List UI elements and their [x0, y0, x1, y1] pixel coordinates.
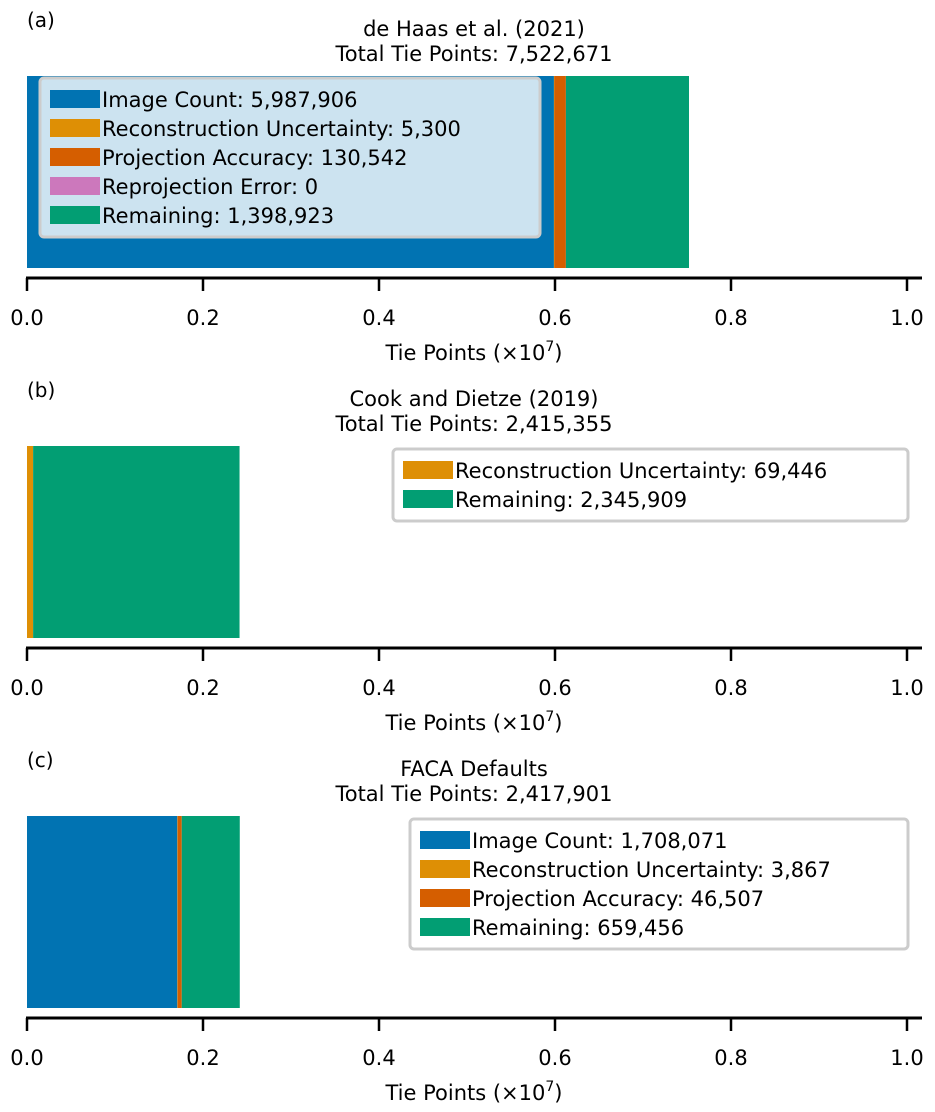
panel-label: (a) — [27, 8, 55, 32]
chart-title: FACA Defaults — [400, 757, 548, 781]
x-tick-label: 0.8 — [714, 306, 747, 330]
x-tick-label: 0.4 — [362, 306, 395, 330]
legend-label: Remaining: 2,345,909 — [455, 488, 687, 512]
legend-swatch — [50, 206, 100, 224]
legend-swatch — [420, 918, 470, 936]
legend-label: Remaining: 1,398,923 — [102, 204, 334, 228]
legend-swatch — [420, 889, 470, 907]
legend-frame — [391, 447, 910, 523]
x-axis-label: Tie Points (×107) — [384, 339, 562, 365]
bar-segment-projection-accuracy — [554, 76, 566, 268]
legend-label: Reprojection Error: 0 — [102, 175, 318, 199]
legend-label: Remaining: 659,456 — [472, 916, 684, 940]
legend-swatch — [420, 860, 470, 878]
bar-segment-reconstruction-uncertainty — [27, 446, 34, 638]
legend-label: Projection Accuracy: 130,542 — [102, 146, 407, 170]
x-tick-label: 0.6 — [538, 1046, 571, 1070]
x-tick-label: 0.0 — [10, 676, 43, 700]
legend-swatch — [420, 831, 470, 849]
legend-label: Reconstruction Uncertainty: 5,300 — [102, 117, 461, 141]
bar-segment-projection-accuracy — [177, 816, 182, 1008]
legend-swatch — [50, 177, 100, 195]
x-axis-label: Tie Points (×107) — [384, 709, 562, 735]
legend-swatch — [50, 148, 100, 166]
chart-subtitle: Total Tie Points: 2,415,355 — [334, 412, 612, 436]
x-tick-label: 0.0 — [10, 1046, 43, 1070]
x-tick-label: 0.6 — [538, 676, 571, 700]
chart-subtitle: Total Tie Points: 7,522,671 — [334, 42, 612, 66]
x-tick-label: 1.0 — [890, 1046, 923, 1070]
legend: Image Count: 5,987,906 Reconstruction Unc… — [38, 76, 542, 239]
legend-swatch — [50, 90, 100, 108]
legend-frame — [38, 76, 542, 239]
legend: Reconstruction Uncertainty: 69,446 Remain… — [391, 447, 910, 523]
x-tick-label: 0.2 — [186, 1046, 219, 1070]
panel-label: (c) — [27, 748, 54, 772]
bar-segment-remaining — [181, 816, 240, 1008]
chart-subtitle: Total Tie Points: 2,417,901 — [334, 782, 612, 806]
x-tick-label: 0.0 — [10, 306, 43, 330]
bar-segment-remaining — [565, 76, 689, 268]
x-tick-label: 0.8 — [714, 676, 747, 700]
bar-segment-reconstruction-uncertainty — [553, 76, 555, 268]
legend-label: Image Count: 5,987,906 — [102, 88, 357, 112]
x-tick-label: 0.4 — [362, 676, 395, 700]
legend-frame — [408, 817, 910, 951]
x-axis-label: Tie Points (×107) — [384, 1079, 562, 1105]
x-tick-label: 0.2 — [186, 306, 219, 330]
chart-title: Cook and Dietze (2019) — [350, 387, 599, 411]
x-tick-label: 0.4 — [362, 1046, 395, 1070]
legend-label: Image Count: 1,708,071 — [472, 829, 727, 853]
x-tick-label: 0.8 — [714, 1046, 747, 1070]
legend-swatch — [50, 119, 100, 137]
legend-label: Reconstruction Uncertainty: 69,446 — [455, 459, 827, 483]
legend-swatch — [403, 490, 453, 508]
bar-segment-image-count — [27, 816, 178, 1008]
panel-b: (b) Cook and Dietze (2019)Total Tie Point… — [10, 378, 923, 735]
bar-segment-reconstruction-uncertainty — [177, 816, 178, 1008]
chart-title: de Haas et al. (2021) — [363, 17, 585, 41]
x-tick-label: 0.6 — [538, 306, 571, 330]
x-tick-label: 1.0 — [890, 306, 923, 330]
x-tick-label: 1.0 — [890, 676, 923, 700]
panel-a: (a) de Haas et al. (2021)Total Tie Points… — [10, 8, 923, 365]
bar-segment-remaining — [33, 446, 240, 638]
panel-label: (b) — [27, 378, 55, 402]
legend: Image Count: 1,708,071 Reconstruction Unc… — [408, 817, 910, 951]
legend-swatch — [403, 461, 453, 479]
legend-label: Reconstruction Uncertainty: 3,867 — [472, 858, 831, 882]
legend-label: Projection Accuracy: 46,507 — [472, 887, 764, 911]
x-tick-label: 0.2 — [186, 676, 219, 700]
